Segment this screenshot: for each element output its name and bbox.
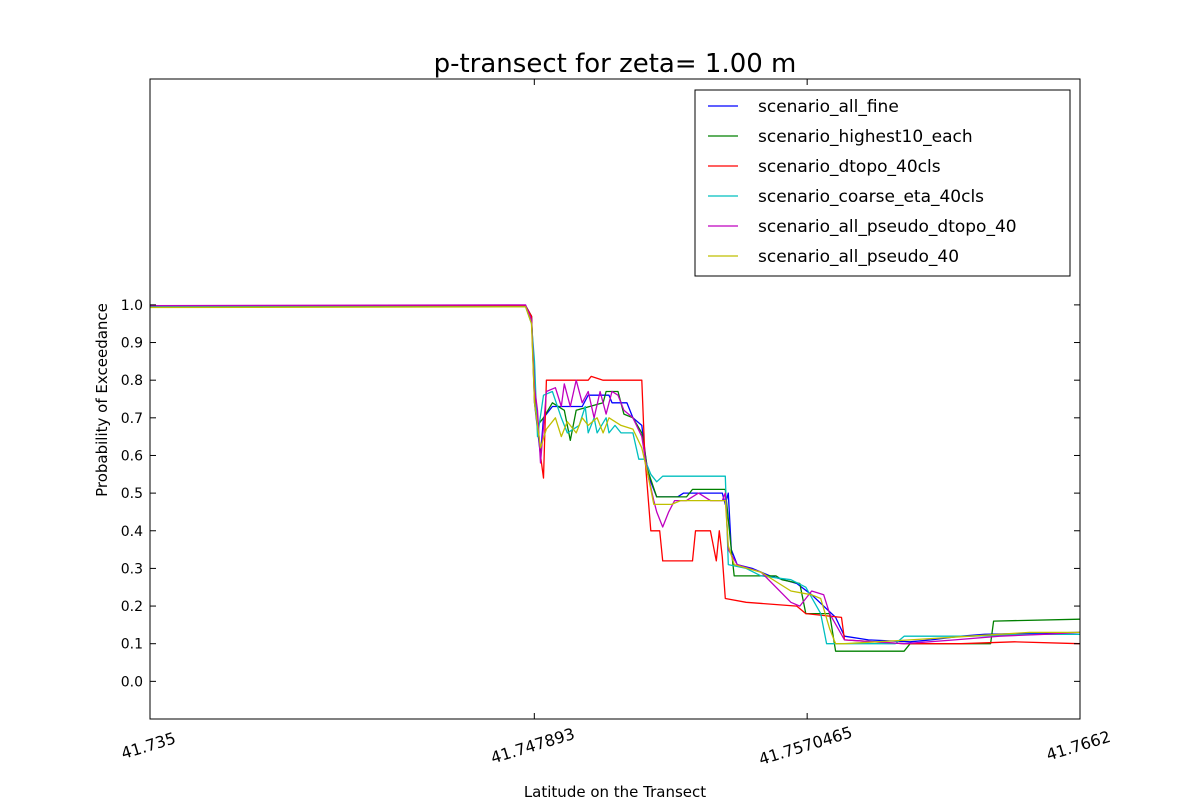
legend-label-scenario_all_pseudo_dtopo_40: scenario_all_pseudo_dtopo_40 xyxy=(758,217,1017,237)
legend: scenario_all_fine scenario_highest10_each… xyxy=(694,89,1071,277)
chart-title: p-transect for zeta= 1.00 m xyxy=(434,49,797,79)
y-tick-label: 0.1 xyxy=(121,637,143,653)
y-axis-label: Probability of Exceedance xyxy=(93,303,111,497)
y-tick-label: 0.5 xyxy=(121,486,143,502)
legend-label-scenario_dtopo_40cls: scenario_dtopo_40cls xyxy=(758,157,941,177)
series-line-scenario_all_pseudo_40 xyxy=(150,306,1080,645)
legend-label-scenario_highest10_each: scenario_highest10_each xyxy=(758,127,973,147)
y-tick-label: 1.0 xyxy=(121,298,143,314)
legend-label-scenario_all_pseudo_40: scenario_all_pseudo_40 xyxy=(758,247,959,267)
x-axis-label: Latitude on the Transect xyxy=(524,783,706,800)
legend-label-scenario_coarse_eta_40cls: scenario_coarse_eta_40cls xyxy=(758,187,984,207)
y-tick-label: 0.2 xyxy=(121,599,143,615)
y-tick-label: 0.4 xyxy=(121,524,143,540)
y-tick-label: 0.9 xyxy=(121,336,143,352)
y-tick-label: 0.3 xyxy=(121,561,143,577)
plot-frame xyxy=(149,78,1081,720)
legend-box xyxy=(694,89,1071,277)
series-line-scenario_coarse_eta_40cls xyxy=(150,306,1080,645)
series-line-scenario_all_pseudo_dtopo_40 xyxy=(150,304,1080,645)
series-line-scenario_highest10_each xyxy=(150,304,1080,652)
legend-label-scenario_all_fine: scenario_all_fine xyxy=(758,97,899,117)
y-tick-label: 0.8 xyxy=(121,373,143,389)
y-tick-label: 0.7 xyxy=(121,411,143,427)
series-line-scenario_all_fine xyxy=(150,305,1080,643)
y-tick-label: 0.0 xyxy=(121,674,143,690)
y-tick-label: 0.6 xyxy=(121,448,143,464)
axis-ticks: 0.00.10.20.30.40.50.60.70.80.91.041.735 4… xyxy=(119,79,1113,769)
